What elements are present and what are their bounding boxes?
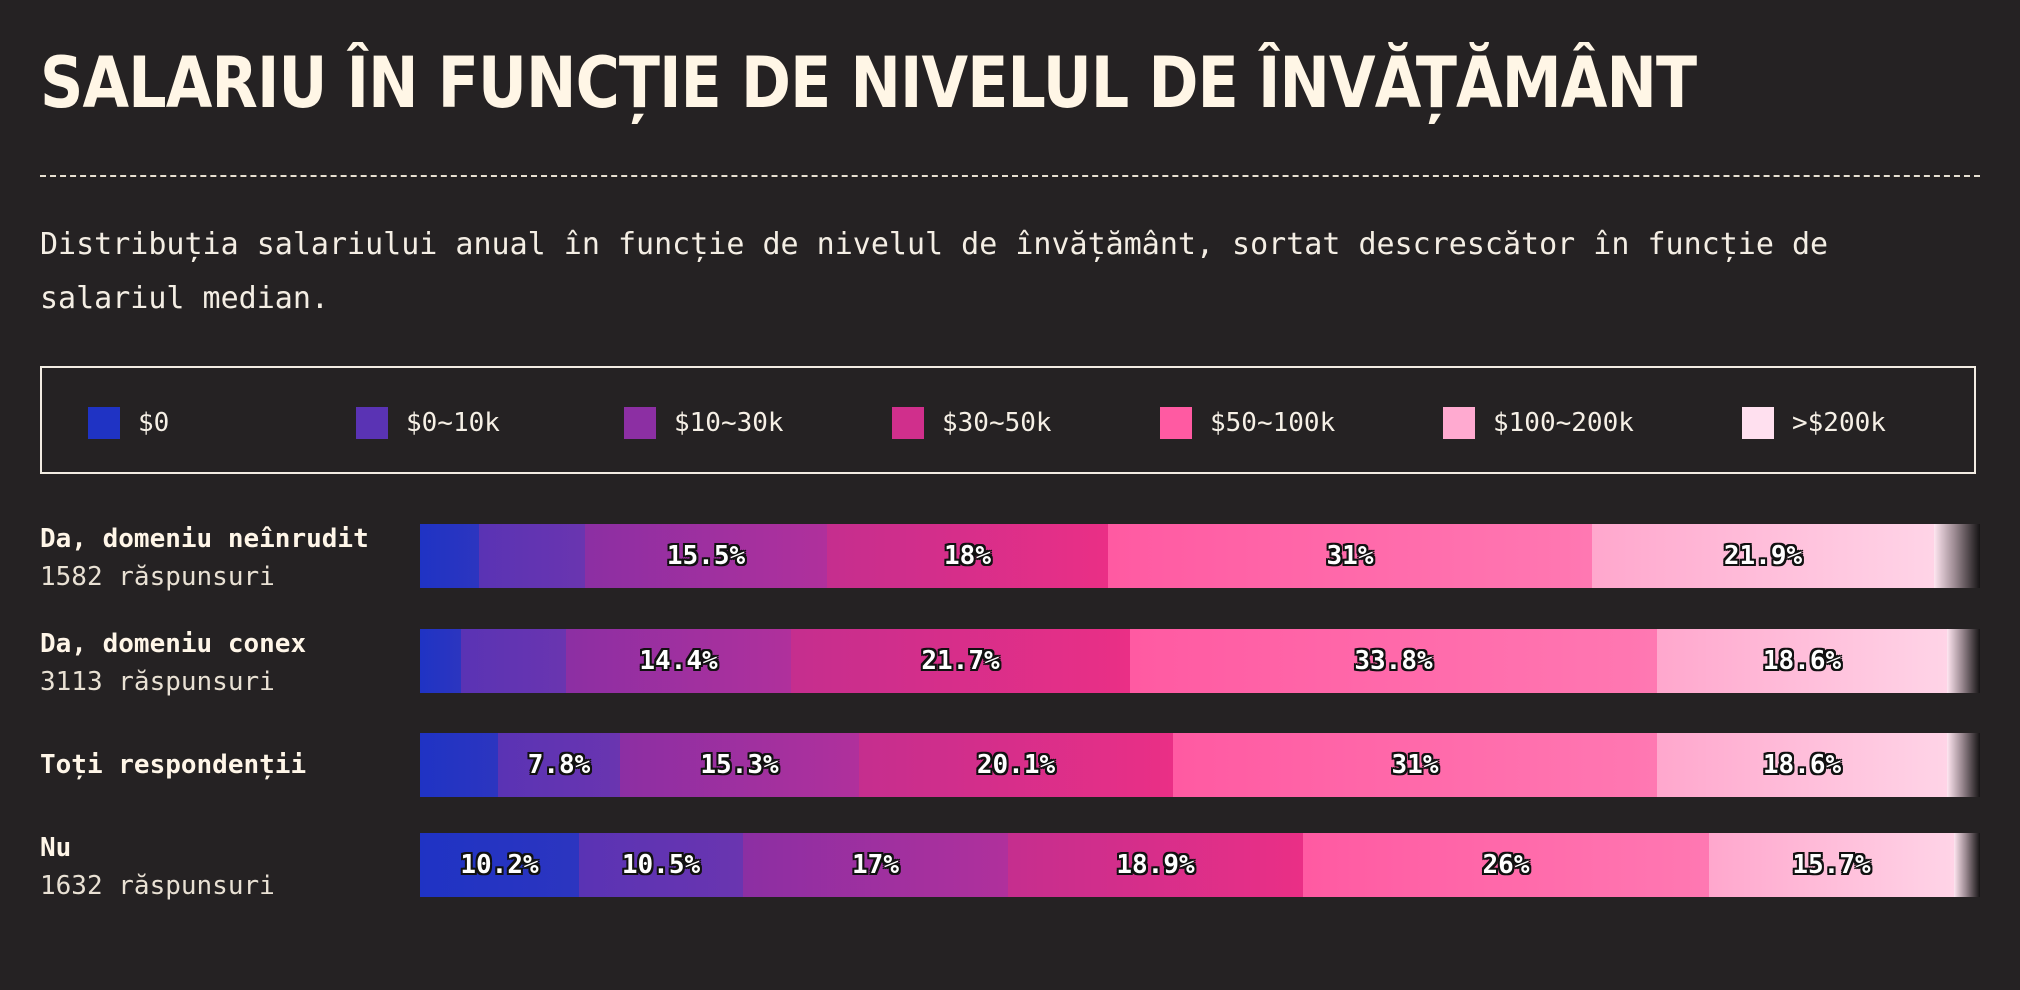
row-response-count: 3113 răspunsuri [40, 667, 275, 697]
bar-segment: 17% [743, 833, 1008, 897]
bar-segment: 7.8% [498, 733, 620, 797]
row-title: Da, domeniu neînrudit [40, 524, 369, 554]
legend-item: >$200k [1742, 406, 1886, 440]
bar-segment [1947, 733, 1980, 797]
bar-segment [1954, 833, 1980, 897]
bar-segment: 18.6% [1657, 629, 1947, 693]
data-label: 14.4% [639, 646, 718, 676]
row-title: Da, domeniu conex [40, 629, 307, 659]
legend-swatch [624, 407, 656, 439]
bar-segment: 10.5% [579, 833, 743, 897]
data-label: 10.2% [460, 850, 539, 880]
data-label: 15.7% [1792, 850, 1871, 880]
row-label: Nu 1632 răspunsuri [40, 831, 410, 907]
bar-segment [420, 629, 461, 693]
legend-swatch [892, 407, 924, 439]
row-response-count: 1632 răspunsuri [40, 871, 275, 901]
legend-label: $30~50k [942, 408, 1052, 438]
bar-segment [1934, 524, 1980, 588]
legend-swatch [1160, 407, 1192, 439]
legend-label: $0 [138, 408, 170, 438]
bar-segment: 15.5% [585, 524, 827, 588]
data-label: 21.9% [1723, 541, 1803, 571]
chart-subtitle: Distribuția salariului anual în funcție … [40, 227, 1829, 316]
bar-segment: 18% [827, 524, 1108, 588]
data-label: 18% [944, 541, 991, 571]
legend-label: $50~100k [1210, 408, 1336, 438]
data-label: 33.8% [1354, 646, 1433, 676]
legend-item: $10~30k [624, 406, 784, 440]
data-label: 15.5% [666, 541, 746, 571]
bar-segment: 18.6% [1657, 733, 1947, 797]
data-label: 20.1% [976, 750, 1056, 780]
row-label: Da, domeniu neînrudit 1582 răspunsuri [40, 522, 410, 598]
data-label: 17% [852, 850, 899, 880]
legend-swatch [1443, 407, 1475, 439]
bar-segment [461, 629, 566, 693]
bar-segment [420, 524, 479, 588]
bar-segment [479, 524, 585, 588]
bar-segment: 10.2% [420, 833, 579, 897]
legend-item: $0 [88, 406, 169, 440]
data-label: 7.8% [527, 750, 591, 780]
legend-label: $10~30k [674, 408, 784, 438]
row-title: Nu [40, 833, 72, 863]
bar-segment: 26% [1303, 833, 1709, 897]
row-title: Toți respondenții [40, 750, 307, 780]
legend: $0 $0~10k $10~30k $30~50k $50~100k $100~200k >… [40, 366, 1976, 474]
legend-swatch [356, 407, 388, 439]
legend-item: $30~50k [892, 406, 1052, 440]
legend-item: $0~10k [356, 406, 500, 440]
data-label: 21.7% [921, 646, 1000, 676]
data-label: 31% [1326, 541, 1374, 571]
stacked-bar: 15.5% 18% 31% 21.9% [420, 524, 1980, 588]
legend-item: $50~100k [1160, 406, 1335, 440]
title-divider [40, 175, 1980, 177]
legend-label: >$200k [1792, 408, 1886, 438]
stacked-bar: 14.4% 21.7% 33.8% 18.6% [420, 629, 1980, 693]
bar-segment: 20.1% [859, 733, 1173, 797]
bar-segment: 21.9% [1592, 524, 1934, 588]
data-label: 15.3% [700, 750, 779, 780]
data-label: 10.5% [621, 850, 701, 880]
legend-swatch [1742, 407, 1774, 439]
chart-title: SALARIU ÎN FUNCȚIE DE NIVELUL DE ÎNVĂȚĂM… [40, 42, 1697, 124]
bar-segment: 18.9% [1008, 833, 1303, 897]
legend-swatch [88, 407, 120, 439]
legend-label: $0~10k [406, 408, 500, 438]
row-label: Da, domeniu conex 3113 răspunsuri [40, 627, 410, 703]
bar-segment: 21.7% [791, 629, 1130, 693]
row-label: Toți respondenții [40, 748, 410, 782]
stacked-bar: 7.8% 15.3% 20.1% 31% 18.6% [420, 733, 1980, 797]
bar-segment: 15.3% [620, 733, 859, 797]
bar-segment: 33.8% [1130, 629, 1657, 693]
legend-item: $100~200k [1443, 406, 1634, 440]
data-label: 26% [1482, 850, 1530, 880]
row-response-count: 1582 răspunsuri [40, 562, 275, 592]
data-label: 18.6% [1762, 646, 1842, 676]
bar-segment [1947, 629, 1980, 693]
bar-segment: 31% [1173, 733, 1657, 797]
stacked-bar: 10.2% 10.5% 17% 18.9% 26% 15.7% [420, 833, 1980, 897]
bar-segment [420, 733, 498, 797]
bar-segment: 15.7% [1709, 833, 1954, 897]
legend-label: $100~200k [1493, 408, 1634, 438]
bar-segment: 31% [1108, 524, 1592, 588]
data-label: 18.9% [1116, 850, 1195, 880]
data-label: 31% [1391, 750, 1439, 780]
bar-segment: 14.4% [566, 629, 791, 693]
data-label: 18.6% [1762, 750, 1842, 780]
